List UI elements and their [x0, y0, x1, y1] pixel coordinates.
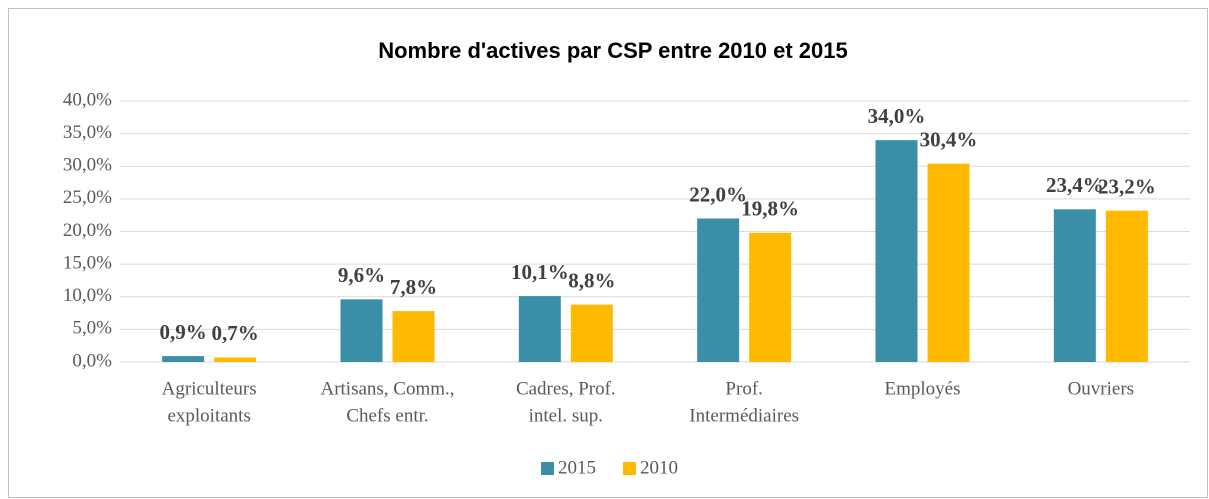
y-tick-label: 10,0%	[63, 285, 112, 306]
value-label: 7,8%	[390, 275, 437, 299]
x-tick-label: Intermédiaires	[689, 405, 799, 426]
legend-swatch	[623, 462, 636, 475]
value-label: 0,9%	[160, 320, 207, 344]
x-tick-label: Chefs entr.	[346, 405, 428, 426]
bar	[162, 356, 205, 362]
value-label: 23,2%	[1098, 174, 1156, 198]
y-tick-label: 25,0%	[63, 187, 112, 208]
bar	[927, 163, 970, 362]
y-tick-label: 35,0%	[63, 122, 112, 143]
y-tick-label: 15,0%	[63, 252, 112, 273]
bar	[570, 304, 613, 362]
value-label: 8,8%	[568, 268, 615, 292]
bar	[518, 296, 561, 362]
value-label: 23,4%	[1046, 173, 1104, 197]
chart-title: Nombre d'actives par CSP entre 2010 et 2…	[378, 38, 848, 63]
value-label: 22,0%	[689, 182, 747, 206]
bar	[875, 140, 918, 362]
bar	[340, 299, 383, 362]
legend-label: 2015	[558, 457, 596, 478]
x-tick-label: Agriculteurs	[162, 378, 257, 399]
x-tick-label: exploitants	[167, 405, 250, 426]
y-tick-label: 20,0%	[63, 220, 112, 241]
value-label: 0,7%	[212, 321, 259, 345]
y-tick-label: 40,0%	[63, 89, 112, 110]
legend-label: 2010	[640, 457, 678, 478]
bar	[392, 311, 435, 362]
value-label: 34,0%	[868, 104, 926, 128]
value-label: 9,6%	[338, 263, 385, 287]
bar	[214, 357, 257, 362]
y-tick-label: 30,0%	[63, 155, 112, 176]
y-tick-label: 5,0%	[72, 318, 112, 339]
y-tick-label: 0,0%	[72, 350, 112, 371]
chart-frame	[8, 8, 1208, 498]
bar	[1105, 210, 1148, 362]
value-label: 19,8%	[741, 197, 799, 221]
legend-swatch	[541, 462, 554, 475]
x-tick-label: Prof.	[725, 378, 762, 399]
x-tick-label: Artisans, Comm.,	[320, 378, 454, 399]
bar	[749, 232, 792, 362]
bar	[1053, 209, 1096, 362]
bar	[697, 218, 740, 362]
value-label: 10,1%	[511, 260, 569, 284]
x-tick-label: Cadres, Prof.	[516, 378, 616, 399]
value-label: 30,4%	[920, 127, 978, 151]
x-tick-label: Employés	[885, 378, 961, 399]
x-tick-label: intel. sup.	[529, 405, 603, 426]
x-tick-label: Ouvriers	[1068, 378, 1134, 399]
